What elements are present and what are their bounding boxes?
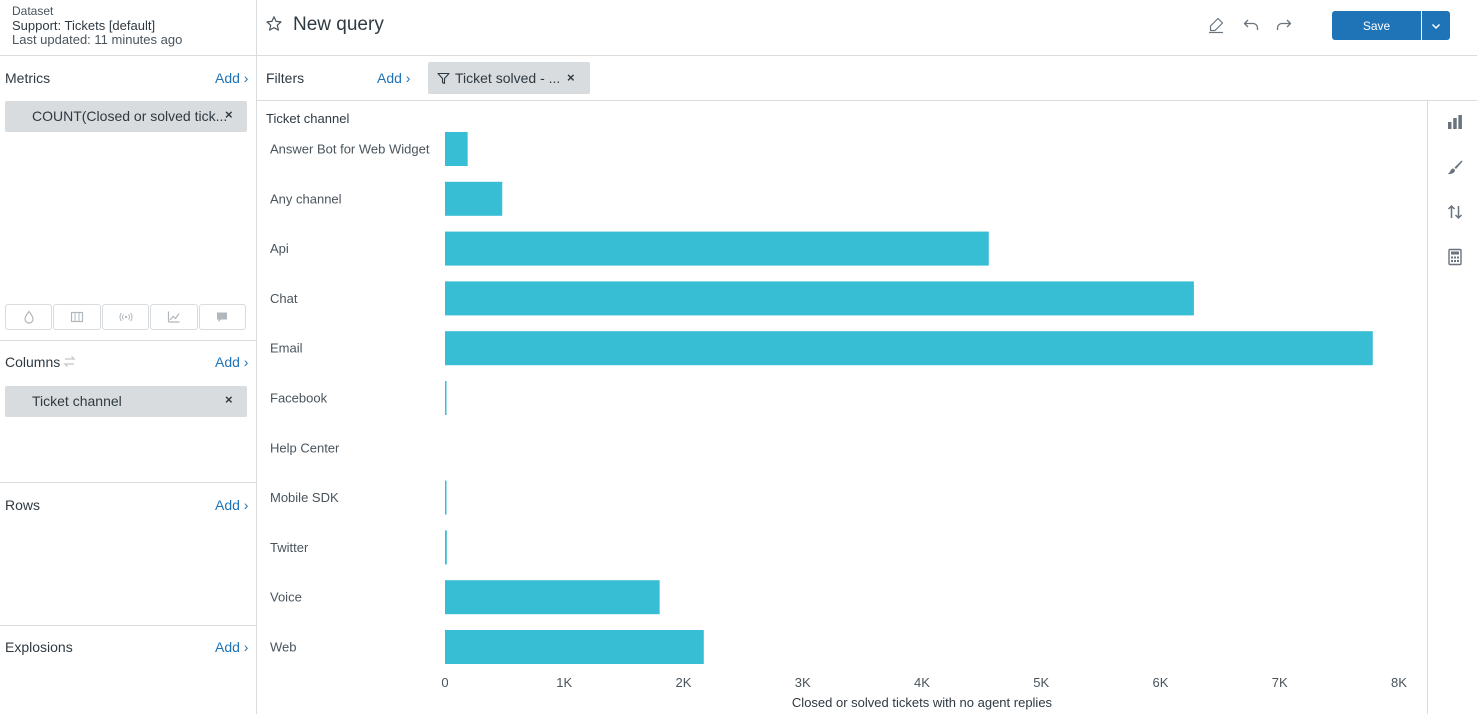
bar[interactable] (445, 580, 660, 615)
chart-category-header: Ticket channel (266, 111, 350, 126)
category-label: Web (270, 640, 297, 655)
filters-add-button[interactable]: Add › (377, 70, 411, 86)
bar[interactable] (445, 181, 503, 216)
category-label: Any channel (270, 191, 342, 206)
filters-bar: Filters Add › Ticket solved - ... × (257, 56, 1477, 101)
column-pill-label: Ticket channel (32, 393, 122, 409)
metric-pill[interactable]: COUNT(Closed or solved tick... × (5, 101, 247, 132)
redo-icon[interactable] (1275, 16, 1293, 34)
category-label: Email (270, 341, 303, 356)
area-chart-icon[interactable] (150, 304, 198, 330)
calculator-icon[interactable] (1446, 248, 1464, 266)
drop-icon[interactable] (5, 304, 53, 330)
dataset-info[interactable]: Dataset Support: Tickets [default] Last … (0, 0, 256, 56)
columns-title: Columns (5, 354, 61, 370)
filters-title: Filters (266, 70, 305, 86)
remove-column-button[interactable]: × (225, 392, 233, 407)
edit-icon[interactable] (1207, 16, 1225, 34)
rows-add-button[interactable]: Add › (215, 497, 249, 513)
swap-icon[interactable] (62, 354, 77, 369)
divider (0, 625, 256, 626)
dataset-name: Support: Tickets [default] (12, 18, 156, 33)
divider (0, 482, 256, 483)
column-pill[interactable]: Ticket channel × (5, 386, 247, 417)
x-tick-label: 1K (556, 675, 572, 690)
query-builder-panel: Dataset Support: Tickets [default] Last … (0, 0, 257, 714)
remove-metric-button[interactable]: × (225, 107, 233, 122)
bar[interactable] (445, 281, 1194, 316)
save-options-button[interactable] (1422, 11, 1450, 40)
category-label: Answer Bot for Web Widget (270, 142, 430, 157)
metric-visualization-buttons (5, 304, 247, 330)
bar[interactable] (445, 381, 447, 415)
paintbrush-icon[interactable] (1446, 158, 1464, 176)
filter-pill[interactable]: Ticket solved - ... × (428, 62, 590, 94)
metrics-add-button[interactable]: Add › (215, 70, 249, 86)
bar[interactable] (445, 630, 704, 664)
signal-icon[interactable] (101, 304, 150, 330)
sort-icon[interactable] (1446, 203, 1464, 221)
comment-icon[interactable] (198, 304, 247, 330)
explosions-add-button[interactable]: Add › (215, 639, 249, 655)
x-tick-label: 6K (1153, 675, 1169, 690)
bar-chart-icon[interactable] (1446, 113, 1464, 131)
x-tick-label: 7K (1272, 675, 1288, 690)
bar[interactable] (445, 132, 468, 166)
filter-pill-label: Ticket solved - ... (455, 70, 561, 86)
star-icon[interactable] (265, 15, 283, 33)
category-label: Facebook (270, 391, 328, 406)
bar[interactable] (445, 331, 1373, 366)
filter-icon (437, 72, 450, 85)
bar[interactable] (445, 231, 989, 266)
x-axis-label: Closed or solved tickets with no agent r… (792, 695, 1053, 710)
x-tick-label: 8K (1391, 675, 1407, 690)
dataset-updated: Last updated: 11 minutes ago (12, 32, 183, 47)
undo-icon[interactable] (1242, 16, 1260, 34)
remove-filter-button[interactable]: × (567, 70, 575, 85)
category-label: Voice (270, 590, 302, 605)
chevron-down-icon (1431, 23, 1441, 29)
x-tick-label: 0 (441, 675, 448, 690)
metrics-title: Metrics (5, 70, 51, 86)
bar-chart: Answer Bot for Web Widget Any channel Api C… (270, 132, 1407, 710)
query-title[interactable]: New query (293, 14, 384, 35)
bar[interactable] (445, 530, 447, 565)
category-label: Mobile SDK (270, 490, 339, 505)
category-label: Api (270, 241, 289, 256)
x-tick-label: 4K (914, 675, 930, 690)
columns-add-button[interactable]: Add › (215, 354, 249, 370)
category-label: Chat (270, 291, 298, 306)
save-button[interactable]: Save (1332, 11, 1421, 40)
x-tick-label: 3K (795, 675, 811, 690)
category-label: Help Center (270, 440, 340, 455)
visualization-toolbar (1427, 101, 1477, 714)
x-tick-label: 5K (1033, 675, 1049, 690)
rows-title: Rows (5, 497, 41, 513)
metric-pill-label: COUNT(Closed or solved tick... (32, 108, 228, 124)
explosions-title: Explosions (5, 639, 73, 655)
bar[interactable] (445, 480, 447, 515)
divider (0, 340, 256, 341)
query-header: New query Save (257, 0, 1477, 56)
result-chart: Ticket channel Answer Bot for Web Widget… (257, 101, 1427, 714)
x-tick-label: 2K (676, 675, 692, 690)
columns-icon[interactable] (53, 304, 101, 330)
category-label: Twitter (270, 540, 309, 555)
dataset-label: Dataset (12, 4, 54, 18)
